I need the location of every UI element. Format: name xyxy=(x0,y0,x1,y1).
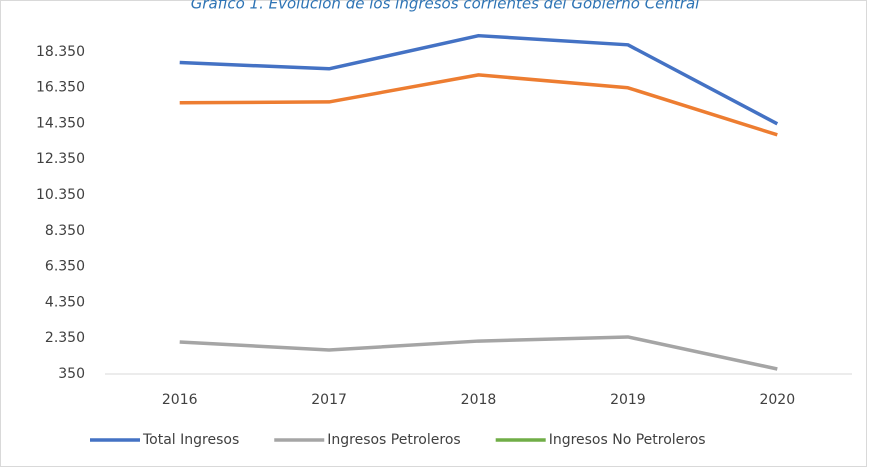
chart-title: Gráfico 1. Evolución de los ingresos cor… xyxy=(191,0,700,13)
y-tick-label: 6.350 xyxy=(45,259,85,275)
x-tick-label: 2018 xyxy=(461,392,497,408)
series-line xyxy=(179,33,779,126)
y-tick-label: 10.350 xyxy=(36,187,85,203)
legend-label: Ingresos Petroleros xyxy=(327,432,460,448)
x-tick-label: 2019 xyxy=(610,392,646,408)
legend-label: Ingresos No Petroleros xyxy=(549,432,706,448)
y-tick-label: 14.350 xyxy=(36,115,85,131)
y-tick-label: 12.350 xyxy=(36,151,85,167)
y-tick-label: 2.350 xyxy=(45,330,85,346)
legend-label: Total Ingresos xyxy=(142,432,239,448)
x-tick-label: 2017 xyxy=(311,392,347,408)
y-tick-label: 8.350 xyxy=(45,223,85,239)
y-tick-label: 18.350 xyxy=(36,44,85,60)
y-tick-label: 350 xyxy=(58,366,85,382)
y-tick-label: 16.350 xyxy=(36,80,85,96)
x-tick-label: 2020 xyxy=(759,392,795,408)
y-tick-label: 4.350 xyxy=(45,294,85,310)
x-tick-label: 2016 xyxy=(162,392,198,408)
series-line xyxy=(179,335,778,371)
series-line xyxy=(179,73,778,137)
